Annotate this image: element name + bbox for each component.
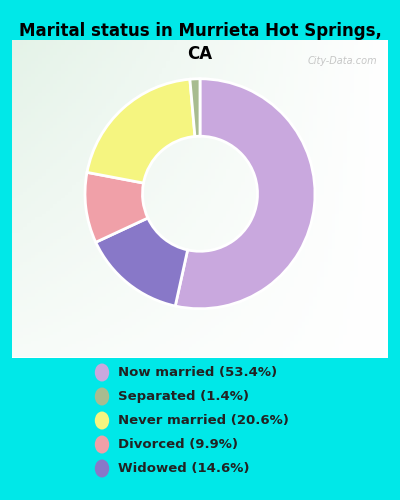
Text: Marital status in Murrieta Hot Springs,
CA: Marital status in Murrieta Hot Springs, …	[18, 22, 382, 62]
Text: City-Data.com: City-Data.com	[307, 56, 377, 66]
Wedge shape	[85, 172, 148, 242]
Wedge shape	[190, 78, 200, 136]
Wedge shape	[87, 79, 195, 183]
Text: Never married (20.6%): Never married (20.6%)	[118, 414, 289, 427]
Text: Divorced (9.9%): Divorced (9.9%)	[118, 438, 238, 451]
Text: Now married (53.4%): Now married (53.4%)	[118, 366, 277, 379]
Text: Separated (1.4%): Separated (1.4%)	[118, 390, 249, 403]
Wedge shape	[96, 218, 188, 306]
Text: Widowed (14.6%): Widowed (14.6%)	[118, 462, 250, 475]
Wedge shape	[175, 78, 315, 308]
